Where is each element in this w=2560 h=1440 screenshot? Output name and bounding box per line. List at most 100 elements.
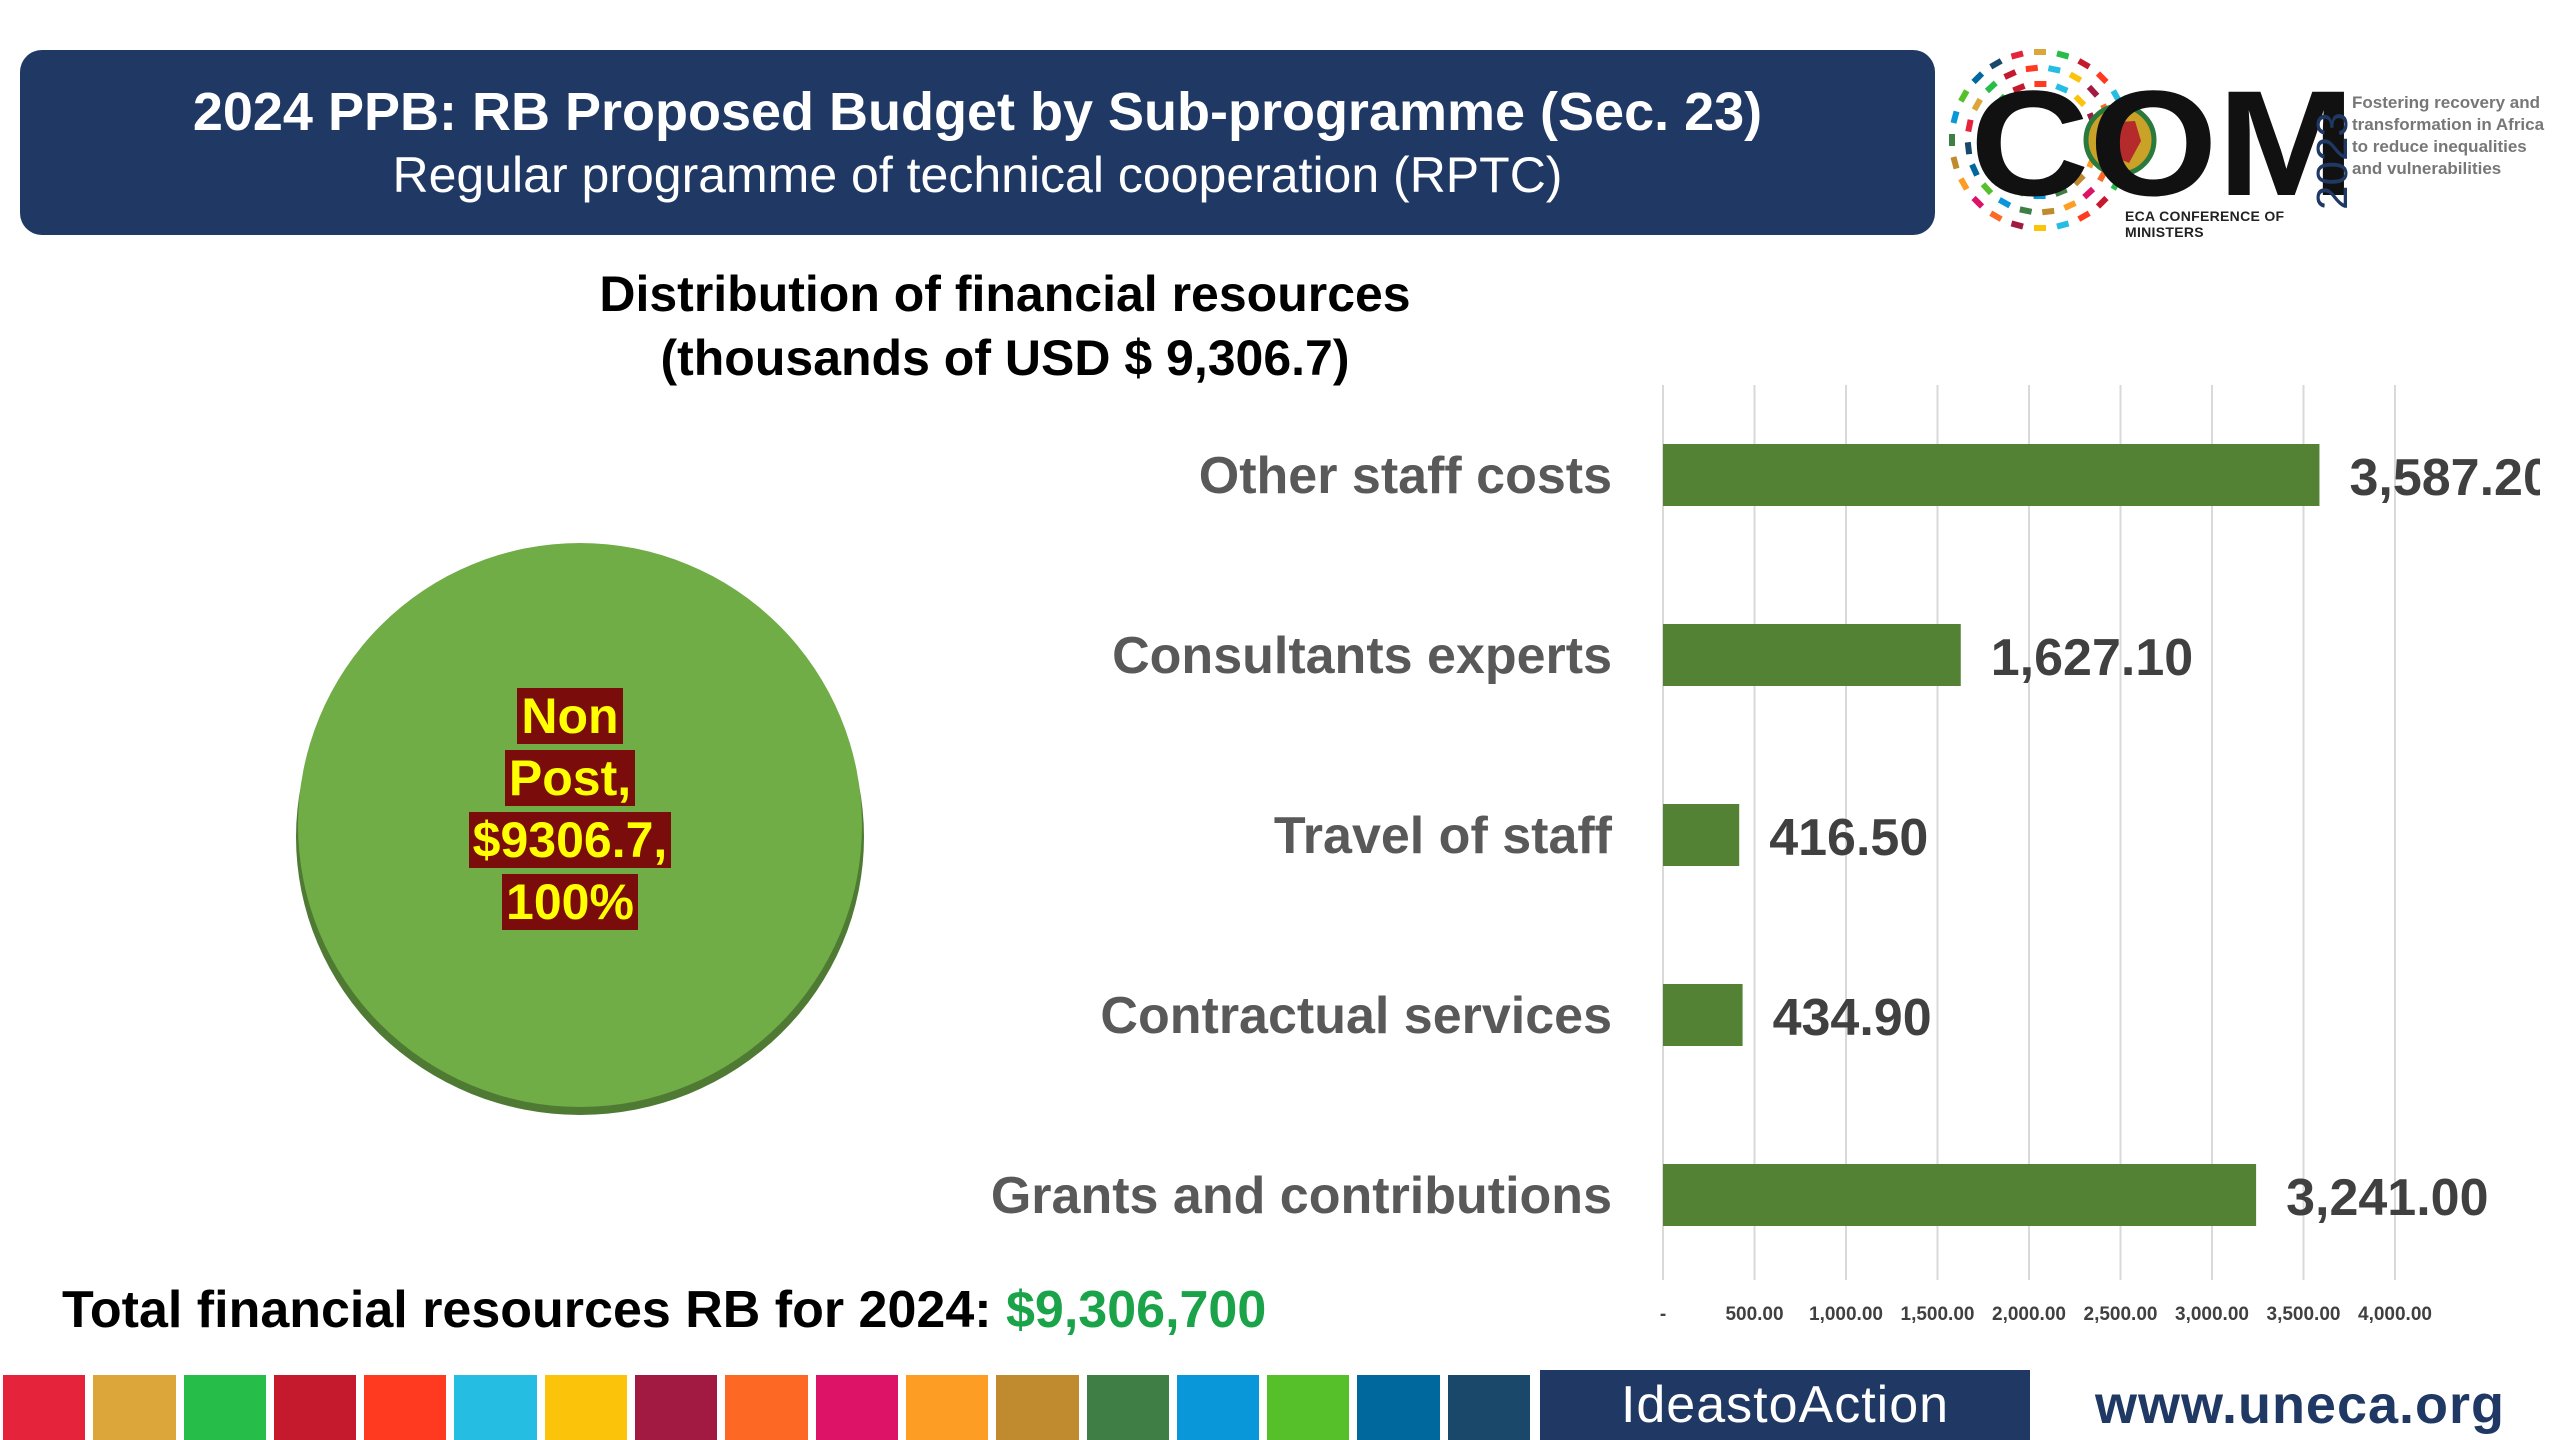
x-tick-label: 2,000.00 [1992,1304,2066,1325]
sdg-tile [996,1375,1079,1440]
sdg-tile [3,1375,86,1440]
sdg-tile [93,1375,176,1440]
website-url[interactable]: www.uneca.org [2094,1375,2506,1435]
logo-ring-segment [2019,206,2033,215]
pie-label-line2: Post, [504,750,636,806]
logo-year: 2023 [2308,112,2357,210]
sdg-tile [1357,1375,1440,1440]
sdg-tile [1447,1375,1530,1440]
logo-ring-segment [2034,80,2047,88]
category-label: Contractual services [1100,987,1612,1045]
logo-ring-segment [1965,119,1974,133]
logo-ring-segment [2034,225,2046,231]
sdg-tile [635,1375,718,1440]
data-label: 416.50 [1769,809,1928,867]
total-resources: Total financial resources RB for 2024: $… [62,1280,1266,1340]
category-label: Travel of staff [1274,807,1613,865]
data-label: 434.90 [1773,989,1932,1047]
logo-ring-segment [1993,172,2007,186]
sdg-tile [905,1375,989,1440]
logo-ring-segment [1984,80,1998,94]
sdg-tile [364,1375,447,1440]
category-label: Grants and contributions [991,1167,1612,1225]
bar [1663,984,1743,1046]
logo-ring-segment [2110,89,2122,103]
bar-chart: - 500.00 1,000.00 1,500.00 2,000.00 2,500.00 3… [991,385,2540,1325]
logo-ring-segment [1971,71,1985,85]
logo-ring-segment [2003,69,2017,80]
sdg-tile [1176,1375,1260,1440]
logo-ring-segment [1983,111,1994,125]
logo-ring-segment [2011,186,2025,197]
africa-globe-icon [2083,103,2157,177]
x-tick-label: 4,000.00 [2358,1304,2432,1325]
logo-ring-segment [2047,65,2061,74]
logo-ring-segment [1971,97,1983,112]
data-label: 3,587.20 [2349,449,2540,507]
logo-ring-segment [1971,195,1985,209]
logo-ring-segment [2095,195,2109,209]
bar [1663,444,2320,506]
logo-ring-segment [2025,64,2039,73]
logo-ring-segment [1969,163,1980,177]
logo-ring-segment [1983,154,1994,168]
category-label: Consultants experts [1112,627,1612,685]
logo-ring-segment [1994,93,2008,107]
logo-ring-segment [2077,210,2091,222]
pie-label-line4: 100% [502,874,638,930]
sdg-tile [725,1375,808,1440]
sdg-color-strip [0,1375,1535,1440]
bar [1663,804,1740,866]
logo-ring-segment [1989,210,2003,222]
logo-ring-segment [1950,156,1960,170]
logo-ring-segment [2055,83,2069,94]
bar [1663,1164,2257,1226]
logo-subline: ECA CONFERENCE OF MINISTERS [2125,208,2285,240]
x-tick-label: - [1660,1304,1666,1325]
sdg-tile [544,1375,628,1440]
logo-ring-segment [2095,71,2109,85]
data-label: 1,627.10 [1991,629,2193,687]
logo-ring-segment [1980,133,1988,146]
sdg-tile [183,1375,266,1440]
logo-ring-segment [2068,71,2083,83]
data-label: 3,241.00 [2286,1169,2488,1227]
logo-tagline: Fostering recovery and transformation in… [2352,93,2545,178]
logo-ring-segment [2082,186,2096,200]
logo-ring-segment [1958,89,1970,103]
page-title: 2024 PPB: RB Proposed Budget by Sub-prog… [192,81,1763,142]
category-label: Other staff costs [1199,447,1612,505]
logo-ring-segment [2063,200,2077,211]
logo-letters: COM [1970,59,2355,227]
logo-ring-segment [2110,177,2122,191]
total-label: Total financial resources RB for 2024: [62,1281,992,1339]
logo-ring-segment [1997,197,2012,209]
pie-data-label: Non Post, $9306.7, 100% [400,685,740,933]
pie-label-line1: Non [517,688,623,744]
x-tick-label: 2,500.00 [2084,1304,2158,1325]
distribution-title-line2: (thousands of USD $ 9,306.7) [660,330,1350,386]
sdg-tile [815,1375,898,1440]
logo-ring-segment [2073,94,2087,108]
logo-ring-segment [1980,182,1994,196]
logo-ring-segment [2072,173,2086,187]
logo-ring-segment [2034,49,2046,55]
logo-ring-segment [1989,58,2003,70]
page-subtitle: Regular programme of technical cooperati… [392,146,1563,203]
logo-ring-segment [1950,110,1960,124]
sdg-tile [1086,1375,1169,1440]
sdg-tile [454,1375,537,1440]
logo-ring-segment [2033,192,2046,200]
total-value: $9,306,700 [1006,1281,1267,1339]
distribution-title-line1: Distribution of financial resources [599,266,1411,322]
x-tick-label: 500.00 [1725,1304,1783,1325]
logo-ring-segment [2054,186,2068,197]
logo-ring-segment [2041,207,2055,216]
com-logo: COM 2023 [1949,49,2357,231]
logo-ring-segment [2077,58,2091,70]
header-banner: 2024 PPB: RB Proposed Budget by Sub-prog… [20,50,1935,235]
distribution-title: Distribution of financial resources (tho… [460,262,1550,390]
bar [1663,624,1961,686]
logo-ring-segment [1958,177,1970,191]
x-tick-label: 3,000.00 [2175,1304,2249,1325]
